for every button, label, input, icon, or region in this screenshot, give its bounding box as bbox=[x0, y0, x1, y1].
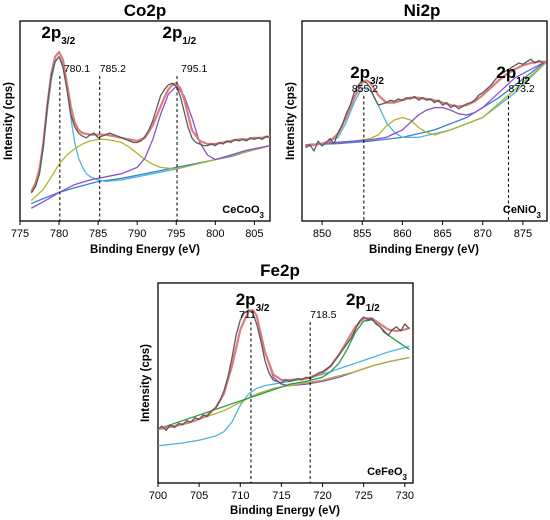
ni-raw-line bbox=[305, 58, 544, 152]
ni-component-line bbox=[305, 61, 547, 146]
fe-x-tick-label: 715 bbox=[272, 490, 290, 502]
ni2p-plot-frame bbox=[301, 20, 548, 222]
ni-background-line bbox=[305, 61, 547, 146]
fe-x-tick-label: 700 bbox=[149, 490, 167, 502]
fe-envelope-line bbox=[158, 308, 410, 431]
ni-orbital-peak-label: 2p1/2 bbox=[496, 63, 530, 87]
co-peak-position-label: 785.2 bbox=[100, 63, 126, 75]
ni2p-panel: Ni2p 850 855 860 865 870 875 855.2 873.2 2p3/2 2p… bbox=[285, 1, 548, 256]
ni2p-y-axis-label: Intensity (cps) bbox=[285, 82, 297, 160]
ni-x-tick-label: 850 bbox=[313, 228, 331, 240]
ni-x-tick-label: 875 bbox=[514, 228, 532, 240]
co-x-tick-label: 805 bbox=[245, 228, 263, 240]
ni-x-tick-label: 870 bbox=[474, 228, 492, 240]
fe2p-y-axis-label: Intensity (cps) bbox=[140, 344, 152, 422]
co2p-sample-label: CeCoO3 bbox=[222, 204, 264, 220]
ni-x-tick-label: 865 bbox=[433, 228, 451, 240]
fe2p-plot-frame bbox=[157, 282, 414, 484]
fe-orbital-peak-label: 2p1/2 bbox=[346, 290, 380, 314]
fe-peak-position-label: 718.5 bbox=[310, 309, 336, 321]
co2p-panel: Co2p 775 780 785 790 795 800 805 780.1 785.2 795.… bbox=[3, 1, 271, 256]
co-raw-line bbox=[31, 56, 270, 194]
fe-x-tick-label: 725 bbox=[354, 490, 372, 502]
co2p-plot-frame bbox=[19, 20, 271, 222]
co-x-tick-label: 780 bbox=[50, 228, 68, 240]
ni-x-tick-label: 855 bbox=[353, 228, 371, 240]
ni-peak-position-label: 855.2 bbox=[352, 83, 378, 95]
fe-x-tick-label: 705 bbox=[190, 490, 208, 502]
co2p-title: Co2p bbox=[124, 1, 167, 20]
fe2p-x-axis-label: Binding Energy (eV) bbox=[230, 505, 340, 517]
co2p-y-axis-label: Intensity (cps) bbox=[3, 82, 15, 160]
ni-orbital-peak-label: 2p3/2 bbox=[350, 63, 384, 87]
fe-x-tick-label: 720 bbox=[313, 490, 331, 502]
co-peak-position-label: 795.1 bbox=[181, 63, 207, 75]
ni2p-title: Ni2p bbox=[404, 1, 441, 20]
co-x-tick-label: 775 bbox=[11, 228, 29, 240]
fe-component-line bbox=[158, 309, 410, 430]
fe2p-sample-label: CeFeO3 bbox=[367, 466, 407, 482]
fe2p-title: Fe2p bbox=[260, 261, 300, 280]
fe-orbital-peak-label: 2p3/2 bbox=[236, 290, 270, 314]
co-x-tick-label: 795 bbox=[167, 228, 185, 240]
co-orbital-peak-label: 2p3/2 bbox=[41, 23, 75, 47]
co-x-tick-label: 790 bbox=[128, 228, 146, 240]
co-orbital-peak-label: 2p1/2 bbox=[163, 23, 197, 47]
ni-component-line bbox=[305, 62, 547, 146]
fe-peak-position-label: 711 bbox=[239, 309, 256, 321]
co-peak-position-label: 780.1 bbox=[64, 63, 90, 75]
co-x-tick-label: 800 bbox=[206, 228, 224, 240]
co-component-line bbox=[31, 138, 270, 201]
fe-component-line bbox=[158, 319, 410, 430]
fe-component-line bbox=[158, 356, 410, 430]
ni2p-sample-label: CeNiO3 bbox=[503, 204, 542, 220]
fe-raw-line bbox=[158, 309, 410, 432]
ni-peak-position-label: 873.2 bbox=[508, 83, 534, 95]
fe-x-tick-label: 730 bbox=[396, 490, 414, 502]
ni2p-x-axis-label: Binding Energy (eV) bbox=[369, 244, 479, 256]
fe2p-panel: Fe2p 700 705 710 715 720 725 730 711 718.5 2p3/2 2… bbox=[140, 261, 414, 517]
ni-x-tick-label: 860 bbox=[393, 228, 411, 240]
co-x-tick-label: 785 bbox=[89, 228, 107, 240]
fe-x-tick-label: 710 bbox=[231, 490, 249, 502]
fe-background-line bbox=[158, 345, 410, 447]
co-component-line bbox=[31, 85, 270, 209]
co2p-x-axis-label: Binding Energy (eV) bbox=[90, 244, 200, 256]
